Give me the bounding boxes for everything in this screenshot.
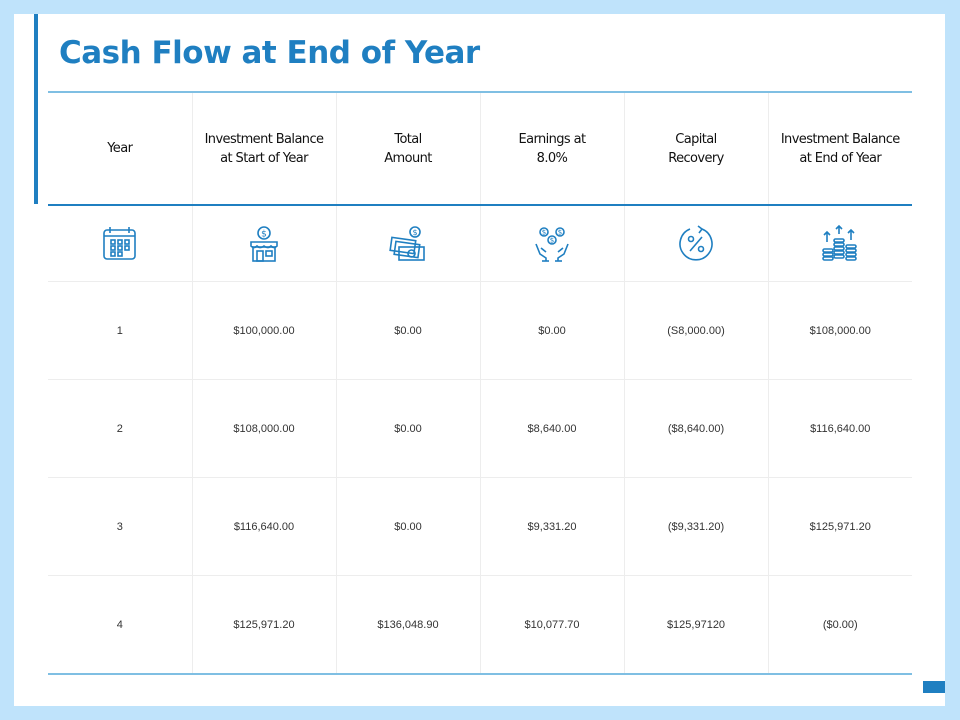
cell-year: 1 bbox=[48, 281, 192, 380]
header-year: Year bbox=[48, 91, 192, 206]
shop-dollar-icon: $ bbox=[244, 224, 284, 264]
cell-capital-recovery: (S8,000.00) bbox=[623, 281, 768, 380]
header-earnings: Earnings at 8.0% bbox=[479, 91, 624, 206]
header-investment-balance-start: Investment Balance at Start of Year bbox=[191, 91, 336, 206]
cell-total-amount: $0.00 bbox=[335, 379, 480, 478]
svg-text:$: $ bbox=[558, 228, 562, 236]
cell-earnings: $9,331.20 bbox=[479, 477, 624, 576]
table-row: 2 $108,000.00 $0.00 $8,640.00 ($8,640.00… bbox=[48, 379, 912, 478]
page-title: Cash Flow at End of Year bbox=[59, 35, 480, 71]
svg-text:$: $ bbox=[261, 229, 267, 239]
slide: Cash Flow at End of Year Year Investment… bbox=[14, 14, 945, 706]
svg-text:$: $ bbox=[542, 228, 546, 236]
table-row: 1 $100,000.00 $0.00 $0.00 (S8,000.00) $1… bbox=[48, 281, 912, 380]
svg-text:$: $ bbox=[550, 236, 554, 244]
cell-earnings: $0.00 bbox=[479, 281, 624, 380]
cell-end-balance: ($0.00) bbox=[767, 575, 912, 675]
cell-earnings: $8,640.00 bbox=[479, 379, 624, 478]
percent-cycle-icon bbox=[676, 224, 716, 264]
icon-row: $ $ $ $ $ bbox=[48, 205, 912, 282]
coin-stacks-growth-icon bbox=[820, 224, 860, 264]
cell-capital-recovery: ($9,331.20) bbox=[623, 477, 768, 576]
cell-total-amount: $136,048.90 bbox=[335, 575, 480, 675]
cell-capital-recovery: ($8,640.00) bbox=[623, 379, 768, 478]
svg-text:$: $ bbox=[412, 228, 417, 237]
cash-flow-table: Year Investment Balance at Start of Year… bbox=[48, 91, 912, 675]
header-total-amount: Total Amount bbox=[335, 91, 480, 206]
table-header-row: Year Investment Balance at Start of Year… bbox=[48, 91, 912, 206]
cell-end-balance: $125,971.20 bbox=[767, 477, 912, 576]
cell-year: 3 bbox=[48, 477, 192, 576]
cell-end-balance: $116,640.00 bbox=[767, 379, 912, 478]
cell-start-balance: $116,640.00 bbox=[191, 477, 336, 576]
accent-bar bbox=[34, 14, 38, 204]
cell-end-balance: $108,000.00 bbox=[767, 281, 912, 380]
cell-year: 4 bbox=[48, 575, 192, 675]
calendar-icon bbox=[100, 224, 140, 264]
cell-earnings: $10,077.70 bbox=[479, 575, 624, 675]
cell-start-balance: $108,000.00 bbox=[191, 379, 336, 478]
cell-start-balance: $100,000.00 bbox=[191, 281, 336, 380]
cash-bills-icon: $ bbox=[388, 224, 428, 264]
table-row: 3 $116,640.00 $0.00 $9,331.20 ($9,331.20… bbox=[48, 477, 912, 576]
cell-total-amount: $0.00 bbox=[335, 477, 480, 576]
cell-capital-recovery: $125,97120 bbox=[623, 575, 768, 675]
table-row: 4 $125,971.20 $136,048.90 $10,077.70 $12… bbox=[48, 575, 912, 675]
cell-year: 2 bbox=[48, 379, 192, 478]
header-investment-balance-end: Investment Balance at End of Year bbox=[767, 91, 912, 206]
header-capital-recovery: Capital Recovery bbox=[623, 91, 768, 206]
hands-coins-icon: $ $ $ bbox=[532, 224, 572, 264]
corner-accent-block bbox=[923, 681, 945, 693]
cell-total-amount: $0.00 bbox=[335, 281, 480, 380]
cell-start-balance: $125,971.20 bbox=[191, 575, 336, 675]
